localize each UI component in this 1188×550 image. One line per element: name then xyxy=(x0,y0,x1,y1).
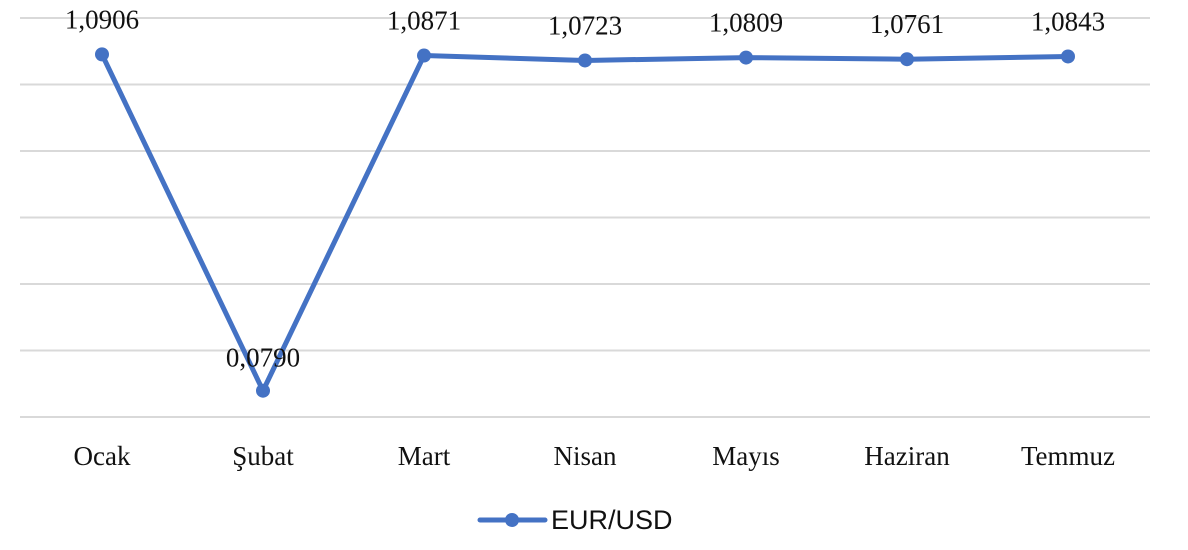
data-label: 1,0723 xyxy=(548,10,622,40)
x-tick-label: Nisan xyxy=(554,441,617,471)
data-point-marker xyxy=(900,52,914,67)
data-label: 0,0790 xyxy=(226,343,300,373)
x-tick-label: Haziran xyxy=(864,441,950,471)
data-point-marker xyxy=(578,53,592,68)
data-labels: 1,0906 0,0790 1,0871 1,0723 1,0809 1,0761 1,08… xyxy=(65,4,1105,372)
data-label: 1,0906 xyxy=(65,4,139,34)
data-point-marker xyxy=(256,383,270,398)
gridlines xyxy=(20,17,1150,418)
data-label: 1,0809 xyxy=(709,8,783,38)
x-tick-label: Mart xyxy=(398,441,451,471)
series-line-eur-usd xyxy=(99,51,1071,394)
data-label: 1,0871 xyxy=(387,6,461,36)
data-point-marker xyxy=(1061,49,1075,64)
x-axis-tick-labels: Ocak Şubat Mart Nisan Mayıs Haziran Temmuz xyxy=(74,441,1116,471)
legend-marker-swatch xyxy=(505,513,519,527)
x-tick-label: Mayıs xyxy=(712,441,780,471)
data-label: 1,0761 xyxy=(870,9,944,39)
data-label: 1,0843 xyxy=(1031,6,1105,36)
legend: EUR/USD xyxy=(477,505,673,535)
x-tick-label: Ocak xyxy=(74,441,131,471)
legend-label: EUR/USD xyxy=(551,505,673,535)
data-point-marker xyxy=(417,48,431,63)
series-layer xyxy=(95,47,1075,398)
x-tick-label: Temmuz xyxy=(1021,441,1115,471)
data-point-marker xyxy=(739,50,753,65)
x-tick-label: Şubat xyxy=(232,441,294,471)
data-point-marker xyxy=(95,47,109,62)
